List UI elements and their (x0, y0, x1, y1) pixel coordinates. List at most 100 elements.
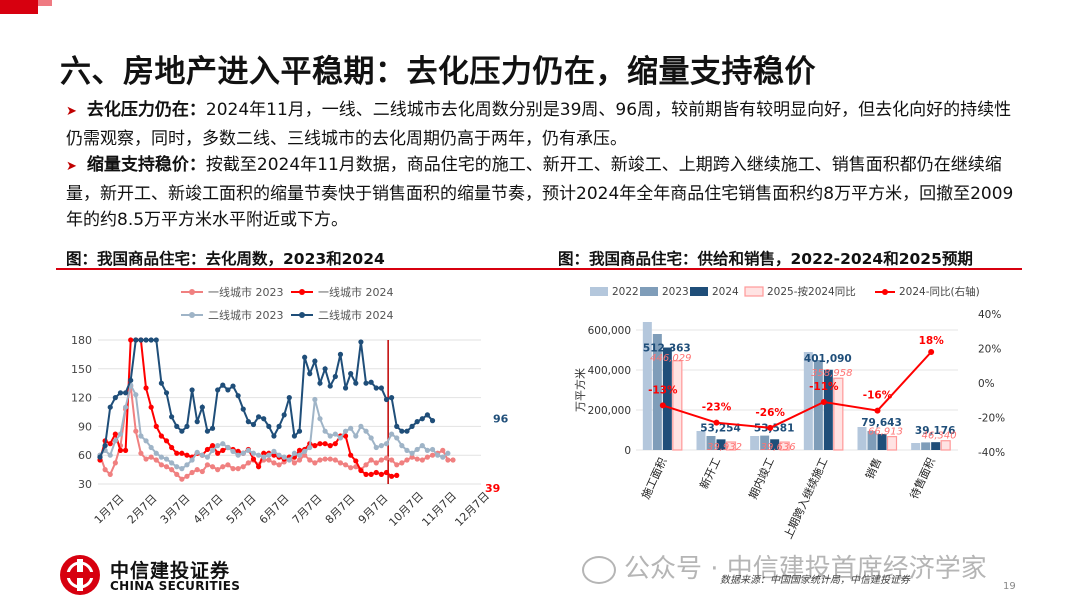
data-point (158, 380, 164, 386)
data-point (383, 469, 390, 476)
data-point (194, 449, 200, 455)
data-point (148, 444, 154, 451)
data-point (143, 337, 149, 343)
data-point (440, 454, 446, 460)
yoy-point (767, 424, 774, 431)
y2-tick-label: -40% (978, 447, 1005, 459)
data-point (440, 447, 446, 453)
data-point (107, 471, 113, 477)
data-point (240, 450, 246, 456)
y-tick-label: 90 (78, 420, 92, 433)
data-point (342, 433, 349, 439)
bar-value-label-2025: 46,340 (922, 431, 957, 442)
x-tick-label: 4月7日 (191, 492, 226, 527)
data-point (112, 438, 118, 444)
y-axis-label: 万平方米 (573, 368, 587, 412)
data-point (220, 447, 226, 453)
data-point (148, 337, 154, 343)
data-point (169, 414, 175, 420)
data-point (184, 452, 190, 458)
y2-tick-label: -20% (978, 413, 1005, 425)
data-point (261, 450, 267, 456)
data-point (112, 460, 118, 466)
data-point (133, 428, 139, 434)
data-point (383, 441, 390, 447)
data-point (317, 457, 323, 463)
data-point (322, 366, 328, 372)
data-point (327, 383, 333, 389)
right-bar-chart: 2022 2023 2024 2025-按2024同比 2024-同比(右轴) 0 200,… (573, 285, 1005, 541)
data-point (240, 464, 246, 470)
data-point (245, 460, 251, 466)
data-point (312, 443, 318, 449)
bar (696, 431, 706, 450)
data-point (209, 443, 216, 449)
data-point (332, 431, 338, 437)
data-point (342, 462, 349, 468)
data-point (383, 396, 390, 403)
data-point (317, 380, 323, 386)
bar-value-label-2024: 512,363 (643, 343, 691, 355)
data-point (189, 457, 195, 463)
data-point (445, 457, 451, 463)
data-point (107, 452, 113, 458)
data-point (225, 387, 231, 393)
data-point (358, 339, 364, 345)
data-point (209, 464, 216, 470)
data-point (302, 448, 308, 454)
data-point (363, 428, 369, 434)
yoy-point (928, 348, 935, 355)
bar (770, 439, 780, 450)
data-point (291, 433, 298, 439)
data-point (378, 385, 384, 391)
data-point (348, 452, 354, 458)
data-point (194, 467, 200, 473)
bar (716, 439, 726, 450)
x-tick-label: 2月7日 (125, 492, 160, 527)
bar (706, 436, 716, 450)
bar-value-label-2024: 79,643 (861, 417, 902, 429)
bar-value-label-2025: 358,958 (811, 368, 852, 379)
corner-accent (0, 0, 38, 14)
legend-label: 二线城市 2024 (318, 308, 394, 322)
data-point (169, 444, 175, 451)
data-point (337, 435, 344, 441)
data-point (322, 428, 328, 434)
wechat-icon (582, 555, 616, 584)
data-point (419, 443, 425, 449)
left-chart-caption: 图：我国商品住宅：去化周数，2023和2024 (66, 250, 385, 268)
data-point (337, 351, 344, 357)
bullet-head: 缩量支持稳价： (86, 155, 206, 175)
data-point (220, 464, 226, 470)
data-point (250, 421, 257, 428)
data-point (383, 455, 390, 461)
yoy-label: -13% (648, 384, 678, 396)
data-point (363, 380, 369, 386)
yoy-label: 18% (919, 335, 945, 347)
data-point (404, 457, 410, 463)
yoy-point (820, 398, 827, 405)
data-point (296, 452, 303, 458)
data-point (204, 454, 211, 460)
bar (823, 369, 833, 450)
legend-label: 2024-同比(右轴) (899, 285, 980, 298)
data-point (286, 457, 292, 463)
data-point (225, 444, 231, 451)
data-point (424, 447, 431, 453)
data-point (250, 450, 257, 456)
bar (750, 436, 760, 450)
data-point (143, 385, 149, 391)
data-point (97, 454, 103, 460)
data-point (296, 457, 303, 463)
data-point (378, 443, 384, 449)
data-point (215, 450, 221, 456)
series-line (99, 385, 453, 481)
data-point (358, 467, 364, 474)
data-point (189, 469, 195, 476)
data-point (424, 454, 431, 460)
data-point (327, 456, 333, 462)
data-point (107, 404, 113, 410)
data-point (102, 443, 108, 449)
data-point (389, 431, 395, 437)
end-label-first-tier: 39 (485, 482, 500, 495)
